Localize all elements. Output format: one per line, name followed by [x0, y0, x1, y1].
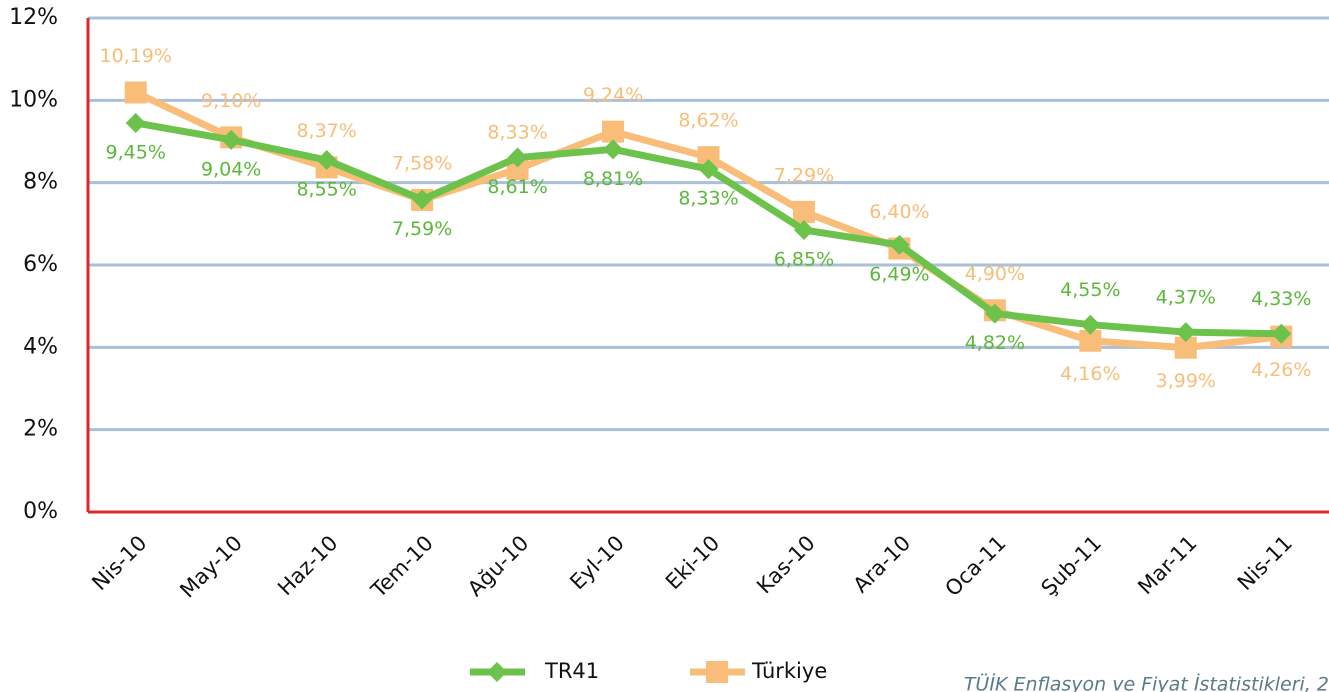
- x-tick-label: Haz-10: [273, 531, 342, 600]
- point-marker: [507, 147, 528, 168]
- data-label: 6,49%: [869, 263, 929, 285]
- point-marker: [792, 200, 815, 223]
- y-tick-label: 4%: [23, 334, 58, 359]
- x-tick-label: Nis-10: [87, 531, 151, 595]
- y-tick-label: 2%: [23, 417, 58, 442]
- data-label: 9,24%: [583, 84, 643, 106]
- data-label: 4,16%: [1060, 363, 1120, 385]
- data-label: 9,10%: [201, 90, 261, 112]
- data-label: 9,45%: [106, 141, 166, 163]
- legend-marker: [706, 661, 728, 683]
- y-tick-label: 8%: [23, 170, 58, 195]
- x-tick-label: Tem-10: [366, 531, 438, 603]
- legend-marker: [487, 662, 507, 682]
- source-note: TÜİK Enflasyon ve Fiyat İstatistikleri, …: [964, 673, 1329, 692]
- data-label: 8,81%: [583, 168, 643, 190]
- x-tick-label: Mar-11: [1133, 531, 1201, 599]
- legend-label: Türkiye: [751, 659, 827, 683]
- point-marker: [1079, 329, 1102, 352]
- point-marker: [125, 112, 146, 133]
- x-tick-label: Eki-10: [661, 531, 724, 594]
- point-marker: [412, 189, 433, 210]
- data-label: 4,37%: [1156, 287, 1216, 309]
- point-marker: [316, 150, 337, 171]
- point-marker: [698, 159, 719, 180]
- data-label: 8,55%: [296, 179, 356, 201]
- data-label: 8,62%: [678, 110, 738, 132]
- y-tick-label: 12%: [9, 5, 58, 30]
- data-label: 10,19%: [100, 45, 172, 67]
- y-tick-label: 6%: [23, 252, 58, 277]
- point-marker: [1174, 336, 1197, 359]
- point-marker: [124, 81, 147, 104]
- legend-label: TR41: [544, 659, 599, 683]
- x-tick-label: Nis-11: [1233, 531, 1297, 595]
- y-tick-label: 10%: [9, 87, 58, 112]
- point-marker: [984, 303, 1005, 324]
- data-label: 8,33%: [487, 122, 547, 144]
- x-tick-label: May-10: [175, 531, 247, 603]
- data-label: 8,33%: [678, 188, 738, 210]
- point-marker: [1080, 314, 1101, 335]
- data-label: 8,61%: [487, 176, 547, 198]
- point-marker: [1271, 323, 1292, 344]
- x-tick-label: Kas-10: [752, 531, 820, 599]
- point-marker: [793, 220, 814, 241]
- point-marker: [697, 146, 720, 169]
- point-marker: [603, 139, 624, 160]
- point-marker: [889, 234, 910, 255]
- x-tick-label: Oca-11: [940, 531, 1010, 601]
- point-marker: [221, 129, 242, 150]
- point-marker: [602, 120, 625, 143]
- data-label: 4,82%: [965, 332, 1025, 354]
- data-label: 4,90%: [965, 263, 1025, 285]
- data-label: 7,29%: [774, 164, 834, 186]
- y-tick-label: 0%: [23, 499, 58, 524]
- x-tick-label: Ağu-10: [463, 531, 533, 601]
- data-label: 4,33%: [1251, 288, 1311, 310]
- data-label: 6,85%: [774, 249, 834, 271]
- x-tick-label: Eyl-10: [565, 531, 629, 595]
- point-marker: [1175, 322, 1196, 343]
- x-tick-label: Ara-10: [849, 531, 916, 598]
- data-label: 3,99%: [1156, 370, 1216, 392]
- data-label: 4,26%: [1251, 359, 1311, 381]
- data-label: 6,40%: [869, 201, 929, 223]
- data-label: 8,37%: [296, 120, 356, 142]
- x-tick-label: Şub-11: [1037, 531, 1106, 600]
- data-label: 9,04%: [201, 158, 261, 180]
- data-label: 7,59%: [392, 218, 452, 240]
- data-label: 7,58%: [392, 152, 452, 174]
- data-label: 4,55%: [1060, 279, 1120, 301]
